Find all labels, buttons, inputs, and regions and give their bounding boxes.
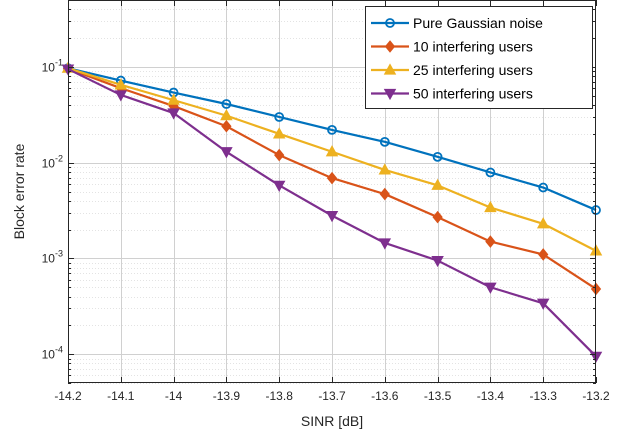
- ticks: [68, 0, 597, 384]
- x-tick-label: -13.2: [582, 389, 610, 403]
- data-point: [220, 147, 233, 159]
- data-point: [326, 171, 338, 185]
- series-4: [61, 64, 603, 363]
- legend-entries: Pure Gaussian noise 10 interfering users 2…: [371, 15, 543, 102]
- data-point: [221, 99, 232, 109]
- data-point: [432, 151, 443, 162]
- series-layer: [61, 61, 603, 363]
- y-tick-label: 10-2: [42, 154, 63, 171]
- legend: Pure Gaussian noise 10 interfering users 2…: [365, 6, 593, 109]
- data-point: [221, 119, 232, 133]
- data-point: [327, 124, 337, 135]
- data-point: [114, 90, 128, 102]
- data-point: [485, 167, 496, 178]
- data-point: [114, 78, 128, 90]
- y-tick-label: 10-4: [42, 345, 63, 362]
- x-tick-label: -13.4: [477, 389, 505, 403]
- x-tick-label: -14.1: [107, 389, 135, 403]
- x-tick-label: -13.8: [266, 389, 294, 403]
- y-tick-label: 10-1: [42, 58, 63, 75]
- y-tick-labels: 10-1 10-2 10-3 10-4: [42, 58, 63, 362]
- data-point: [274, 112, 285, 122]
- legend-swatch-marker: [383, 88, 397, 101]
- x-axis-label: SINR [dB]: [301, 413, 363, 429]
- data-point: [431, 255, 444, 268]
- data-point: [431, 178, 444, 190]
- legend-entry: 10 interfering users: [371, 39, 533, 55]
- data-point: [484, 282, 497, 294]
- legend-swatch-marker: [383, 63, 397, 75]
- series-line: [67, 67, 597, 212]
- legend-label: 10 interfering users: [413, 39, 533, 55]
- legend-entry: 50 interfering users: [371, 86, 533, 102]
- y-axis-label: Block error rate: [11, 143, 27, 239]
- data-point: [272, 180, 286, 192]
- legend-swatch-marker: [384, 40, 396, 53]
- data-point: [272, 127, 286, 139]
- data-point: [484, 200, 497, 213]
- legend-label: 50 interfering users: [413, 86, 533, 102]
- data-point: [432, 210, 443, 224]
- data-point: [379, 136, 390, 147]
- data-point: [325, 211, 339, 223]
- legend-label: 25 interfering users: [413, 62, 533, 78]
- data-point: [538, 248, 549, 261]
- data-point: [379, 187, 390, 201]
- legend-label: Pure Gaussian noise: [413, 15, 543, 31]
- data-point: [220, 109, 233, 121]
- data-point: [167, 108, 180, 120]
- data-point: [378, 163, 392, 175]
- x-tick-label: -13.9: [213, 389, 241, 403]
- data-point: [167, 93, 180, 105]
- legend-entry: 25 interfering users: [371, 62, 533, 78]
- x-tick-labels: -14.2 -14.1 -14 -13.9 -13.8 -13.7 -13.6 -13.5 -1…: [54, 389, 610, 403]
- legend-entry: Pure Gaussian noise: [371, 15, 543, 31]
- data-point: [485, 235, 496, 248]
- legend-swatch-marker: [385, 18, 395, 28]
- data-point: [536, 217, 550, 229]
- x-tick-label: -13.7: [318, 389, 346, 403]
- x-tick-label: -14: [165, 389, 183, 403]
- data-point: [325, 145, 339, 157]
- data-point: [536, 298, 550, 310]
- x-tick-label: -14.2: [54, 389, 82, 403]
- x-tick-label: -13.3: [530, 389, 558, 403]
- x-tick-label: -13.5: [424, 389, 452, 403]
- x-tick-label: -13.6: [371, 389, 399, 403]
- data-point: [274, 148, 285, 162]
- y-tick-label: 10-3: [42, 249, 63, 266]
- data-point: [378, 238, 392, 250]
- data-point: [538, 182, 549, 193]
